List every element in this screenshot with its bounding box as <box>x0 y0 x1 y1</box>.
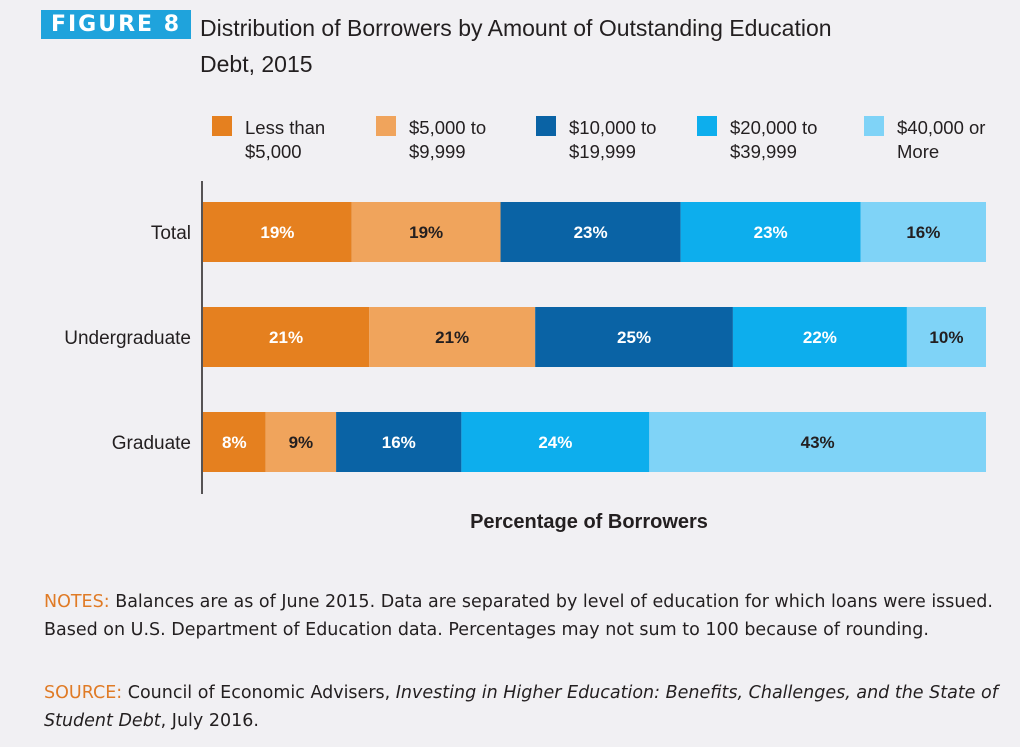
data-label: 24% <box>538 433 572 452</box>
chart-source: SOURCE: Council of Economic Advisers, In… <box>44 679 1014 735</box>
data-label: 10% <box>929 328 963 347</box>
data-label: 19% <box>260 223 294 242</box>
bar-segment <box>680 202 861 262</box>
bar-segment <box>860 202 986 262</box>
data-label: 16% <box>906 223 940 242</box>
source-publication-title: Investing in Higher Education: Benefits,… <box>44 683 998 731</box>
legend-label: Less than $5,000 <box>245 116 365 164</box>
stacked-bar-chart: 19% 19% 23% 23% 16% Total 21% 21% 25% 22% 10% Under… <box>64 181 986 533</box>
data-label: 21% <box>269 328 303 347</box>
chart-title: Distribution of Borrowers by Amount of O… <box>200 10 1000 82</box>
legend-label-line-1: $40,000 or <box>897 117 986 138</box>
bar-segment <box>732 307 907 367</box>
data-label: 25% <box>617 328 651 347</box>
chart-title-line-2: Debt, 2015 <box>200 51 313 77</box>
bar-segment <box>369 307 536 367</box>
bar-segment <box>203 307 370 367</box>
legend-swatch <box>697 116 717 136</box>
legend-label-line-2: More <box>897 141 940 162</box>
data-label: 19% <box>409 223 443 242</box>
bar-segment <box>203 412 266 472</box>
notes-lead: NOTES: <box>44 592 110 612</box>
legend-label: $20,000 to $39,999 <box>730 116 850 164</box>
chart-notes: NOTES: Balances are as of June 2015. Dat… <box>44 588 1014 644</box>
bar-segment <box>351 202 501 262</box>
bar-segment <box>265 412 337 472</box>
data-label: 9% <box>289 433 314 452</box>
bar-segment <box>500 202 681 262</box>
bar-segment <box>461 412 650 472</box>
legend-label: $5,000 to $9,999 <box>409 116 529 164</box>
chart-title-line-1: Distribution of Borrowers by Amount of O… <box>200 15 832 41</box>
legend-swatch <box>536 116 556 136</box>
legend-swatch <box>212 116 232 136</box>
legend-label-line-1: $10,000 to <box>569 117 657 138</box>
x-axis-title: Percentage of Borrowers <box>470 511 708 533</box>
legend-label-line-2: $19,999 <box>569 141 636 162</box>
category-label: Undergraduate <box>64 328 191 349</box>
bar-segment <box>535 307 733 367</box>
data-label: 8% <box>222 433 247 452</box>
legend-label-line-1: Less than <box>245 117 326 138</box>
data-label: 23% <box>574 223 608 242</box>
legend-label-line-1: $20,000 to <box>730 117 818 138</box>
data-label: 21% <box>435 328 469 347</box>
bar-segment <box>336 412 462 472</box>
bar-segment <box>203 202 352 262</box>
data-label: 22% <box>803 328 837 347</box>
legend-label: $40,000 or More <box>897 116 1017 164</box>
category-label: Graduate <box>112 433 191 454</box>
legend-swatch <box>376 116 396 136</box>
legend-label-line-1: $5,000 to <box>409 117 487 138</box>
data-label: 23% <box>754 223 788 242</box>
source-text: Council of Economic Advisers, <box>122 683 396 703</box>
bar-segment <box>649 412 986 472</box>
legend-label-line-2: $5,000 <box>245 141 302 162</box>
source-lead: SOURCE: <box>44 683 123 703</box>
source-date: , July 2016. <box>160 711 259 731</box>
category-label: Total <box>151 223 191 244</box>
data-label: 43% <box>801 433 835 452</box>
notes-text: Balances are as of June 2015. Data are s… <box>44 592 993 640</box>
data-label: 16% <box>382 433 416 452</box>
legend-label-line-2: $9,999 <box>409 141 466 162</box>
legend-swatch <box>864 116 884 136</box>
bar-segment <box>906 307 986 367</box>
figure-number-badge: FIGURE 8 <box>41 10 191 39</box>
legend-label: $10,000 to $19,999 <box>569 116 689 164</box>
legend-label-line-2: $39,999 <box>730 141 797 162</box>
